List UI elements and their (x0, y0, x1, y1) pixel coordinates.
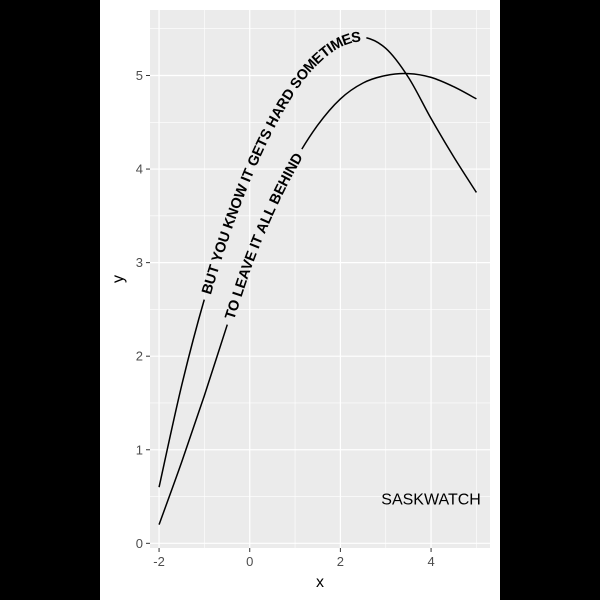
x-tick-label: 2 (337, 554, 344, 569)
y-tick-label: 5 (136, 68, 143, 83)
axis-ticks (146, 74, 432, 552)
series-line-2 (158, 72, 477, 525)
x-tick-label: 0 (246, 554, 253, 569)
y-tick-label: 0 (136, 536, 143, 551)
series-line-1 (158, 36, 478, 488)
y-tick-label: 2 (136, 349, 143, 364)
series-lines (158, 36, 478, 525)
major-gridlines (150, 10, 490, 548)
x-axis-title: x (316, 574, 324, 591)
y-tick-label: 1 (136, 442, 143, 457)
y-tick-label: 4 (136, 162, 143, 177)
y-axis-title: y (110, 275, 127, 283)
chart-figure: -2 0 2 4 0 1 2 3 4 5 BUT YOU KNOW IT GETS HARD SO… (100, 0, 500, 600)
y-tick-label: 3 (136, 255, 143, 270)
plot-panel (150, 10, 490, 548)
tick-labels: -2 0 2 4 0 1 2 3 4 5 (136, 68, 435, 569)
saskwatch-annotation: SASKWATCH (381, 491, 481, 508)
x-tick-label: 4 (427, 554, 434, 569)
x-tick-label: -2 (153, 554, 165, 569)
